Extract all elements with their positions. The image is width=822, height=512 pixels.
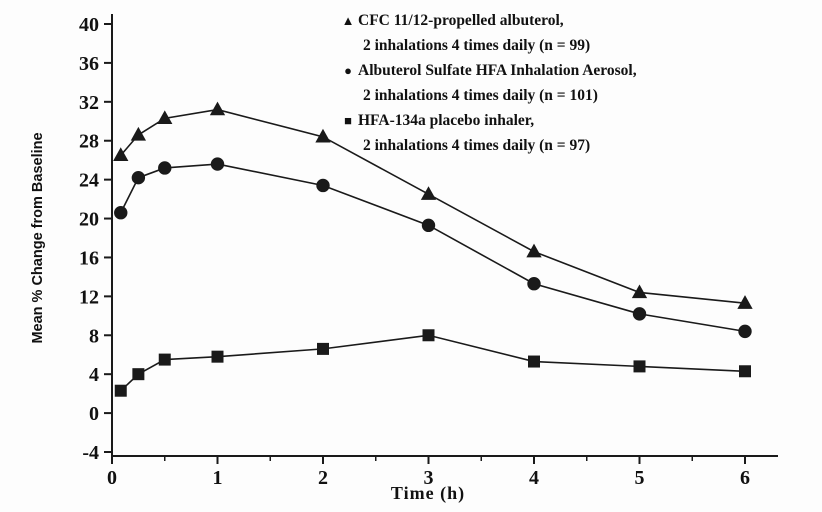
y-tick-label: 8 <box>89 325 99 347</box>
x-tick-label: 2 <box>318 467 328 489</box>
y-tick-label: 20 <box>79 209 99 231</box>
triangle-data-point <box>737 295 753 309</box>
square-data-point <box>633 360 646 373</box>
x-tick-label: 4 <box>529 467 539 489</box>
x-tick-label: 6 <box>740 467 750 489</box>
legend-hfa-albuterol-line1: Albuterol Sulfate HFA Inhalation Aerosol… <box>358 62 637 79</box>
y-tick-label: 28 <box>79 131 99 153</box>
triangle-data-point <box>113 147 129 162</box>
legend-cfc-line2: 2 inhalations 4 times daily (n = 99) <box>363 37 591 54</box>
circle-data-point <box>210 157 225 171</box>
legend-entry-placebo: ■ HFA-134a placebo inhaler, 2 inhalation… <box>338 108 637 158</box>
y-tick-label: 16 <box>79 247 99 269</box>
legend-entry-hfa-albuterol: ● Albuterol Sulfate HFA Inhalation Aeros… <box>338 58 637 108</box>
circle-data-point <box>421 218 436 233</box>
legend-hfa-albuterol-line2: 2 inhalations 4 times daily (n = 101) <box>363 87 598 104</box>
square-series-line <box>120 334 746 392</box>
legend-entry-cfc: ▲ CFC 11/12-propelled albuterol, 2 inhal… <box>338 8 637 58</box>
triangle-marker-icon: ▲ <box>341 13 355 28</box>
triangle-data-point <box>130 126 147 141</box>
square-marker-icon: ■ <box>344 113 352 128</box>
y-tick-label: 0 <box>89 403 99 425</box>
square-data-point <box>422 329 435 342</box>
circle-data-point <box>114 206 128 220</box>
triangle-data-point <box>526 243 542 258</box>
circle-data-point <box>131 170 146 185</box>
x-tick-label: 1 <box>213 467 223 489</box>
square-data-point <box>132 368 145 381</box>
circle-data-point <box>632 307 647 321</box>
y-tick-label: 32 <box>79 92 99 114</box>
legend-cfc-line1: CFC 11/12-propelled albuterol, <box>358 12 564 29</box>
triangle-data-point <box>420 186 437 200</box>
y-tick-label: 24 <box>79 170 99 192</box>
circle-marker-icon: ● <box>344 63 352 78</box>
circle-data-point <box>316 178 330 193</box>
circle-data-point <box>527 277 541 291</box>
triangle-data-point <box>157 110 173 125</box>
x-tick-label: 0 <box>107 467 117 489</box>
legend-placebo-line2: 2 inhalations 4 times daily (n = 97) <box>363 137 591 154</box>
triangle-data-point <box>209 101 226 116</box>
legend: ▲ CFC 11/12-propelled albuterol, 2 inhal… <box>338 8 637 158</box>
square-data-point <box>739 365 751 378</box>
square-data-point <box>317 342 329 355</box>
square-data-point <box>528 355 540 368</box>
y-axis-title: Mean % Change from Baseline <box>30 132 46 344</box>
triangle-data-point <box>315 128 331 143</box>
circle-series-line <box>120 163 746 333</box>
y-tick-label: 36 <box>79 53 99 75</box>
triangle-data-point <box>631 284 648 299</box>
x-tick-label: 3 <box>424 467 434 489</box>
legend-placebo-line1: HFA-134a placebo inhaler, <box>358 112 535 129</box>
square-data-point <box>211 350 224 363</box>
y-tick-label: 4 <box>89 364 99 386</box>
x-axis-title: Time (h) <box>390 483 466 503</box>
circle-data-point <box>158 161 172 175</box>
square-data-point <box>158 353 171 366</box>
square-data-point <box>114 384 127 397</box>
circle-data-point <box>738 324 752 339</box>
y-tick-label: -4 <box>82 442 99 464</box>
y-tick-label: 12 <box>79 286 99 308</box>
x-tick-label: 5 <box>635 467 645 489</box>
y-tick-label: 40 <box>79 14 99 36</box>
